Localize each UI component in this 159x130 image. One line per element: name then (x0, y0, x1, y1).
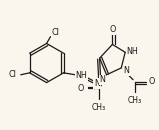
Text: O: O (78, 84, 84, 93)
Text: O: O (149, 77, 155, 86)
Text: Cl: Cl (52, 28, 59, 37)
Text: N: N (123, 66, 129, 75)
Text: CH₃: CH₃ (128, 96, 142, 105)
Text: Cl: Cl (9, 70, 17, 79)
Text: N: N (100, 75, 106, 84)
Text: NH: NH (75, 71, 87, 80)
Text: NH: NH (126, 47, 138, 56)
Text: O: O (109, 25, 116, 34)
Text: CH₃: CH₃ (92, 103, 106, 112)
Text: N: N (94, 79, 100, 88)
